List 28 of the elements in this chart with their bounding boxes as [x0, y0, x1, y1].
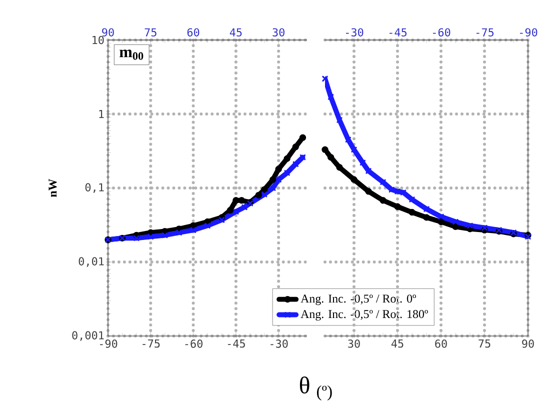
x-tick-label: -90 — [100, 340, 118, 348]
x2-tick-label: 30 — [272, 28, 284, 36]
y-axis-title: nW — [48, 178, 57, 197]
x2-tick-label: 90 — [102, 28, 114, 36]
x-tick-label: 60 — [435, 340, 447, 348]
y-tick-label: 1 — [99, 110, 104, 118]
x2-tick-label: 60 — [187, 28, 200, 36]
y-tick-label: 0,001 — [72, 331, 104, 341]
x-tick-label: -60 — [185, 340, 202, 348]
x2-tick-label: -75 — [476, 28, 494, 36]
x-tick-label: 75 — [478, 340, 490, 348]
x-axis-title: θ $_{(º)}$ — [300, 376, 332, 401]
y-tick-label: 0,01 — [78, 257, 104, 267]
x2-tick-label: 75 — [144, 28, 156, 36]
x-tick-label: 45 — [391, 340, 404, 348]
x2-tick-label: -30 — [346, 28, 364, 36]
y-tick-label: 0,1 — [85, 183, 104, 193]
x-tick-label: -75 — [142, 340, 160, 348]
x-tick-label: -30 — [270, 340, 288, 348]
x2-tick-label: 45 — [230, 28, 242, 36]
x-tick-label: -45 — [228, 340, 245, 348]
x2-tick-label: -45 — [390, 28, 407, 36]
y-tick-label: 10 — [92, 36, 104, 44]
x-tick-label: 90 — [522, 340, 534, 348]
x-tick-label: 30 — [348, 340, 360, 348]
x2-tick-label: -60 — [433, 28, 450, 36]
x2-tick-label: -90 — [520, 28, 538, 36]
annotation: m$_{00}$ — [120, 50, 144, 60]
